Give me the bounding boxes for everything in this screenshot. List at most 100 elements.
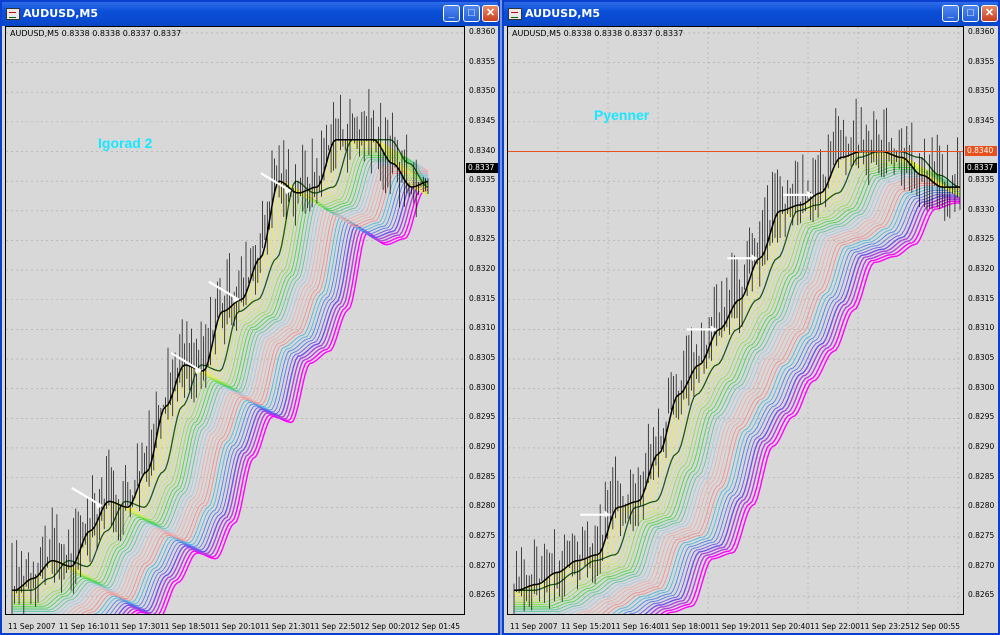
time-tick-label: 11 Sep 2007 bbox=[8, 622, 56, 631]
arrow-head bbox=[807, 190, 814, 198]
price-tick-label: 0.8325 bbox=[968, 234, 995, 244]
time-tick-label: 11 Sep 15:20 bbox=[561, 622, 612, 631]
price-tick-label: 0.8275 bbox=[968, 530, 995, 540]
ma-ribbon-line bbox=[514, 158, 960, 598]
chart-window-icon bbox=[6, 8, 20, 20]
time-tick-label: 11 Sep 18:50 bbox=[160, 622, 211, 631]
price-tick-label: 0.8265 bbox=[968, 590, 995, 600]
ma-ribbon-line bbox=[567, 175, 961, 614]
minimize-button[interactable]: _ bbox=[443, 5, 460, 22]
ma-ribbon-line bbox=[126, 187, 428, 614]
ma-ribbon-line bbox=[654, 198, 960, 614]
price-tick-label: 0.8330 bbox=[469, 204, 496, 214]
ma-ribbon-line bbox=[649, 197, 960, 614]
ma-ribbon-line bbox=[514, 154, 960, 595]
price-tick-label: 0.8355 bbox=[968, 56, 995, 66]
ma-ribbon-line bbox=[514, 167, 961, 607]
chart-label: Igorad 2 bbox=[98, 135, 153, 151]
price-tick-label: 0.8350 bbox=[469, 86, 496, 96]
price-tick-label: 0.8280 bbox=[469, 501, 496, 511]
time-tick-label: 11 Sep 22:50 bbox=[310, 622, 361, 631]
ma-ribbon-line bbox=[514, 156, 960, 597]
time-tick-label: 11 Sep 20:10 bbox=[210, 622, 261, 631]
price-tick-label: 0.8310 bbox=[968, 323, 995, 333]
price-tick-label: 0.8345 bbox=[968, 115, 995, 125]
price-tick-label: 0.8355 bbox=[469, 56, 496, 66]
ma-ribbon-line bbox=[514, 159, 961, 600]
ma-ribbon-line bbox=[514, 163, 961, 604]
arrow-head bbox=[195, 366, 202, 374]
price-tick-label: 0.8300 bbox=[469, 382, 496, 392]
ma-ribbon-line bbox=[12, 148, 429, 600]
price-tick-label: 0.8305 bbox=[469, 353, 496, 363]
ma-ribbon-line bbox=[514, 170, 961, 611]
maximize-button[interactable]: □ bbox=[463, 5, 480, 22]
arrow-head bbox=[232, 295, 239, 303]
price-tick-label: 0.8340 bbox=[469, 145, 496, 155]
price-tick-label: 0.8265 bbox=[469, 590, 496, 600]
time-tick-label: 11 Sep 21:30 bbox=[260, 622, 311, 631]
ma-ribbon-line bbox=[86, 173, 428, 614]
time-tick-label: 11 Sep 22:00 bbox=[810, 622, 861, 631]
window-titlebar[interactable]: AUDUSD,M5 _ □ ✕ bbox=[2, 2, 499, 26]
time-tick-label: 11 Sep 16:40 bbox=[611, 622, 662, 631]
price-tick-label: 0.8320 bbox=[968, 264, 995, 274]
ma-ribbon-line bbox=[606, 184, 961, 614]
price-tick-label: 0.8345 bbox=[469, 115, 496, 125]
close-button[interactable]: ✕ bbox=[981, 5, 998, 22]
ma-ribbon-line bbox=[612, 186, 961, 614]
price-axis[interactable]: 0.83600.83550.83500.83450.83400.83350.83… bbox=[964, 26, 999, 615]
ma-ribbon-line bbox=[575, 177, 961, 614]
price-tick-label: 0.8290 bbox=[968, 441, 995, 451]
price-tick-label: 0.8310 bbox=[469, 323, 496, 333]
price-tick-label: 0.8290 bbox=[469, 441, 496, 451]
arrow-head bbox=[95, 501, 102, 509]
current-price-tag: 0.8337 bbox=[965, 163, 997, 174]
ma-ribbon-line bbox=[514, 172, 961, 613]
maximize-button[interactable]: □ bbox=[962, 5, 979, 22]
ma-ribbon-line bbox=[12, 156, 429, 609]
level-price-tag: 0.8340 bbox=[965, 145, 997, 156]
ma-ribbon-line bbox=[100, 176, 428, 614]
ma-ribbon-line bbox=[60, 164, 429, 614]
window-title: AUDUSD,M5 bbox=[23, 7, 99, 20]
ma-ribbon-line bbox=[109, 180, 428, 614]
price-tick-label: 0.8330 bbox=[968, 204, 995, 214]
ma-ribbon-line bbox=[12, 158, 429, 611]
ma-ribbon-line bbox=[71, 167, 429, 614]
time-tick-label: 12 Sep 00:55 bbox=[910, 622, 961, 631]
symbol-info: AUDUSD,M5 0.8338 0.8338 0.8337 0.8337 bbox=[512, 29, 684, 38]
chart-window-icon bbox=[508, 8, 522, 20]
chart-plot-area[interactable]: AUDUSD,M5 0.8338 0.8338 0.8337 0.8337 Ig… bbox=[5, 26, 465, 615]
arrow-head bbox=[604, 510, 611, 518]
minimize-button[interactable]: _ bbox=[942, 5, 959, 22]
window-titlebar[interactable]: AUDUSD,M5 _ □ ✕ bbox=[504, 2, 998, 26]
ma-ribbon-line bbox=[114, 181, 428, 614]
fast-ma-line bbox=[12, 138, 429, 592]
ma-ribbon-line bbox=[12, 162, 429, 614]
ma-ribbon-line bbox=[593, 181, 961, 614]
chart-window-igorad[interactable]: AUDUSD,M5 _ □ ✕ AUDUSD,M5 0.8338 0.8338 … bbox=[0, 0, 500, 635]
chart-plot-area[interactable]: AUDUSD,M5 0.8338 0.8338 0.8337 0.8337 Py… bbox=[507, 26, 964, 615]
price-tick-label: 0.8325 bbox=[469, 234, 496, 244]
ma-ribbon-line bbox=[514, 168, 961, 609]
ma-ribbon-line bbox=[12, 160, 429, 613]
ma-ribbon-line bbox=[12, 146, 429, 598]
arrow-head bbox=[751, 254, 758, 262]
price-tick-label: 0.8280 bbox=[968, 501, 995, 511]
ma-ribbon-line bbox=[12, 153, 429, 605]
window-title: AUDUSD,M5 bbox=[525, 7, 601, 20]
time-tick-label: 11 Sep 2007 bbox=[510, 622, 558, 631]
price-tick-label: 0.8305 bbox=[968, 353, 995, 363]
time-tick-label: 11 Sep 23:25 bbox=[860, 622, 911, 631]
ma-ribbon-line bbox=[644, 195, 960, 614]
ma-ribbon-line bbox=[582, 179, 961, 614]
price-tick-label: 0.8315 bbox=[469, 293, 496, 303]
chart-window-pyenner[interactable]: AUDUSD,M5 _ □ ✕ AUDUSD,M5 0.8338 0.8338 … bbox=[502, 0, 1000, 635]
ma-ribbon-line bbox=[76, 169, 429, 614]
time-tick-label: 11 Sep 17:30 bbox=[110, 622, 161, 631]
close-button[interactable]: ✕ bbox=[482, 5, 499, 22]
price-tick-label: 0.8335 bbox=[469, 175, 496, 185]
price-chart bbox=[6, 32, 464, 614]
